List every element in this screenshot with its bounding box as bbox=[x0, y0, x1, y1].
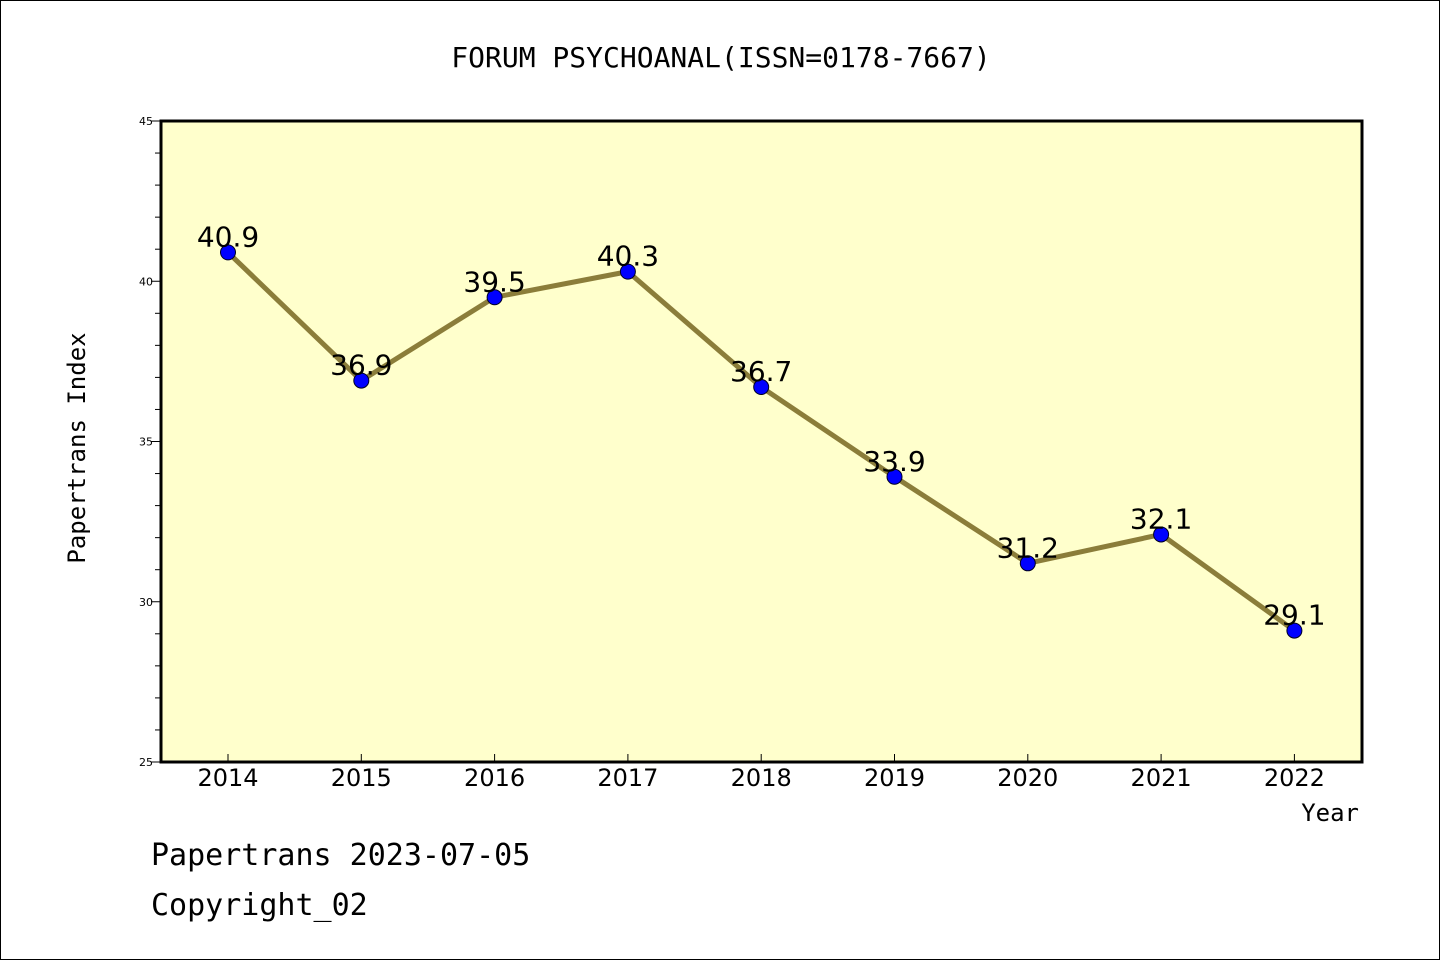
data-labels: 40.9 36.9 39.5 40.3 36.7 33.9 31.2 32.1 29.1 bbox=[197, 220, 1326, 631]
plot-area bbox=[159, 119, 1364, 764]
x-tick-label: 2019 bbox=[864, 764, 925, 792]
footer-copyright: Copyright_02 bbox=[151, 888, 368, 923]
y-tick-label: 45 bbox=[139, 115, 153, 128]
x-tick-label: 2016 bbox=[464, 764, 525, 792]
data-point bbox=[886, 468, 903, 485]
data-label: 36.7 bbox=[730, 355, 792, 388]
series-markers bbox=[220, 244, 1303, 639]
y-tick-label: 35 bbox=[139, 436, 153, 449]
data-point bbox=[1019, 555, 1036, 572]
data-label: 40.3 bbox=[597, 240, 659, 273]
x-tick-labels: 2014 2015 2016 2017 2018 2019 2020 2021 2022 bbox=[197, 764, 1324, 792]
x-tick-label: 2021 bbox=[1131, 764, 1192, 792]
axis-ticks bbox=[151, 120, 1295, 763]
data-point bbox=[220, 244, 236, 261]
data-label: 39.5 bbox=[463, 265, 525, 298]
footer-date: Papertrans 2023-07-05 bbox=[151, 838, 530, 873]
data-point bbox=[1286, 622, 1303, 639]
x-tick-label: 2014 bbox=[197, 764, 258, 792]
x-tick-label: 2015 bbox=[331, 764, 392, 792]
data-label: 40.9 bbox=[197, 220, 259, 253]
chart-title: FORUM PSYCHOANAL(ISSN=0178-7667) bbox=[451, 41, 990, 74]
data-point bbox=[753, 379, 770, 396]
data-point bbox=[619, 263, 636, 280]
x-tick-label: 2018 bbox=[731, 764, 792, 792]
data-label: 31.2 bbox=[997, 531, 1059, 564]
x-tick-label: 2022 bbox=[1264, 764, 1325, 792]
y-tick-label: 25 bbox=[139, 756, 153, 769]
x-tick-label: 2020 bbox=[997, 764, 1058, 792]
data-label: 29.1 bbox=[1263, 599, 1325, 632]
data-point bbox=[353, 372, 370, 389]
x-tick-label: 2017 bbox=[597, 764, 658, 792]
y-tick-label: 30 bbox=[139, 596, 153, 609]
data-label: 32.1 bbox=[1130, 502, 1192, 535]
data-label: 36.9 bbox=[330, 349, 392, 382]
data-point bbox=[1153, 526, 1170, 543]
x-axis-label: Year bbox=[1301, 799, 1359, 827]
y-axis-label: Papertrans Index bbox=[63, 332, 91, 563]
data-point bbox=[486, 289, 503, 306]
y-tick-labels: 25 30 35 40 45 bbox=[139, 115, 153, 769]
data-label: 33.9 bbox=[863, 445, 925, 478]
y-tick-label: 40 bbox=[139, 275, 153, 288]
